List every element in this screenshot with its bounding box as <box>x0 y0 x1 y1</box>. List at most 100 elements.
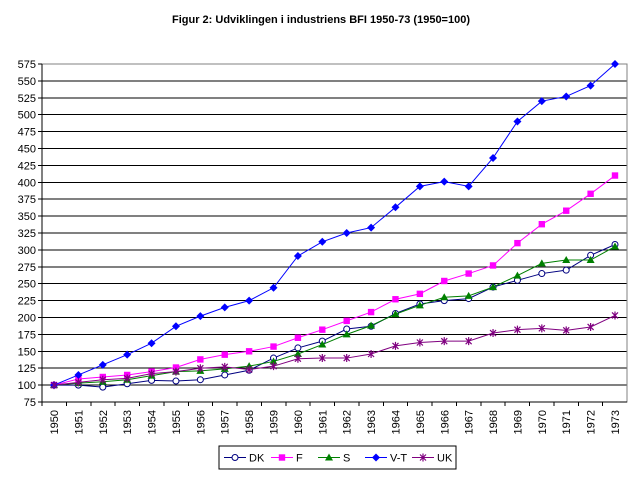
data-point-uk <box>465 337 473 346</box>
data-point-v-t <box>391 203 400 212</box>
data-point-dk <box>562 266 570 274</box>
data-point-uk <box>148 369 155 378</box>
data-point-dk <box>196 376 204 384</box>
x-axis-ticks: 1950 1951 1952 1953 1954 1955 1956 1957 1958 1959… <box>41 402 622 434</box>
x-tick-label: 1957 <box>220 410 232 434</box>
legend-item-uk: UK <box>412 453 453 465</box>
data-point-s <box>562 256 571 264</box>
legend-label: V-T <box>390 453 407 465</box>
x-tick-label: 1958 <box>244 410 256 434</box>
legend-marker-uk <box>419 453 427 462</box>
data-point-dk <box>99 383 107 391</box>
x-tick-label: 1954 <box>147 410 159 434</box>
data-point-v-t <box>171 322 180 331</box>
data-point-v-t <box>196 312 205 321</box>
legend: DK F S V-T UK <box>218 445 457 470</box>
data-point-uk <box>318 354 326 363</box>
data-point-uk <box>587 322 595 331</box>
y-tick-label: 325 <box>18 228 36 240</box>
data-point-s <box>269 357 278 365</box>
data-point-f <box>221 351 228 358</box>
data-point-f <box>563 207 570 214</box>
y-tick-label: 250 <box>18 279 36 291</box>
x-tick-label-group: 1969 <box>512 410 524 434</box>
legend-marker-f <box>278 454 286 461</box>
legend-label: S <box>343 453 350 465</box>
series-line-v-t <box>53 63 616 386</box>
data-point-s <box>440 293 449 301</box>
data-point-v-t <box>123 350 132 359</box>
x-tick-label-group: 1953 <box>122 410 134 434</box>
data-point-uk <box>294 354 302 363</box>
chart-title: Figur 2: Udviklingen i industriens BFI 1… <box>171 14 470 26</box>
x-tick-label: 1956 <box>195 410 207 434</box>
x-tick-label: 1950 <box>49 410 61 434</box>
x-tick-label-group: 1966 <box>439 410 451 434</box>
y-tick-label: 175 <box>18 329 36 341</box>
data-point-uk <box>343 354 351 363</box>
y-tick-label: 300 <box>18 245 36 257</box>
legend-label: F <box>296 453 303 465</box>
series-f <box>50 172 619 389</box>
x-tick-label-group: 1965 <box>415 410 427 434</box>
x-tick-label: 1971 <box>561 410 573 434</box>
y-tick-label: 75 <box>24 397 36 409</box>
data-point-v-t <box>245 296 254 305</box>
y-axis-ticks: 75 100 125 150 175 200 225 250 275 300 325 350 375 40… <box>18 59 42 409</box>
x-tick-label: 1959 <box>269 410 281 434</box>
data-point-f <box>270 343 277 350</box>
x-tick-label-group: 1960 <box>293 410 305 434</box>
grid-lines <box>42 63 627 403</box>
y-tick-label: 475 <box>18 127 36 139</box>
data-point-v-t <box>74 370 83 379</box>
data-point-f <box>465 270 472 277</box>
data-point-f <box>294 334 302 341</box>
data-point-s <box>464 291 473 299</box>
y-tick-label: 450 <box>18 144 36 156</box>
data-point-f <box>197 356 204 363</box>
x-tick-label-group: 1962 <box>342 410 354 434</box>
data-point-f <box>587 190 594 197</box>
legend-label: DK <box>249 453 265 465</box>
x-tick-label: 1955 <box>171 410 183 434</box>
y-tick-label: 225 <box>18 296 36 308</box>
data-point-uk <box>562 326 570 335</box>
x-tick-label: 1973 <box>610 410 622 434</box>
x-tick-label: 1972 <box>586 410 598 434</box>
legend-item-dk: DK <box>224 453 265 465</box>
y-tick-label: 500 <box>18 110 36 122</box>
y-tick-label: 425 <box>18 160 36 172</box>
legend-item-v-t: V-T <box>365 453 407 465</box>
x-tick-label-group: 1970 <box>537 410 549 434</box>
data-point-dk <box>221 371 229 379</box>
y-tick-label: 350 <box>18 211 36 223</box>
x-tick-label: 1964 <box>390 410 402 434</box>
data-point-f <box>367 308 375 316</box>
x-tick-label-group: 1954 <box>147 410 159 434</box>
y-tick-label: 375 <box>18 194 36 206</box>
x-tick-label: 1970 <box>537 410 549 434</box>
data-point-s <box>342 330 351 338</box>
x-tick-label: 1966 <box>439 410 451 434</box>
data-point-v-t <box>269 283 278 292</box>
series-line-dk <box>54 244 616 388</box>
data-point-v-t <box>537 97 546 106</box>
x-tick-label: 1952 <box>98 410 110 434</box>
data-point-s <box>391 310 400 318</box>
series-line-f <box>53 175 616 386</box>
legend-marker-s <box>325 453 333 461</box>
data-point-uk <box>221 362 229 371</box>
data-point-s <box>415 301 424 309</box>
data-point-v-t <box>586 81 595 90</box>
data-point-f <box>392 296 399 303</box>
x-tick-label-group: 1955 <box>171 410 183 434</box>
y-tick-label: 200 <box>18 313 36 325</box>
x-tick-label-group: 1959 <box>269 410 281 434</box>
x-tick-label-group: 1968 <box>488 410 500 434</box>
data-point-v-t <box>562 92 571 101</box>
data-point-s <box>586 256 595 264</box>
x-tick-label: 1962 <box>342 410 354 434</box>
x-tick-label-group: 1973 <box>610 410 622 434</box>
data-point-s <box>318 340 327 348</box>
